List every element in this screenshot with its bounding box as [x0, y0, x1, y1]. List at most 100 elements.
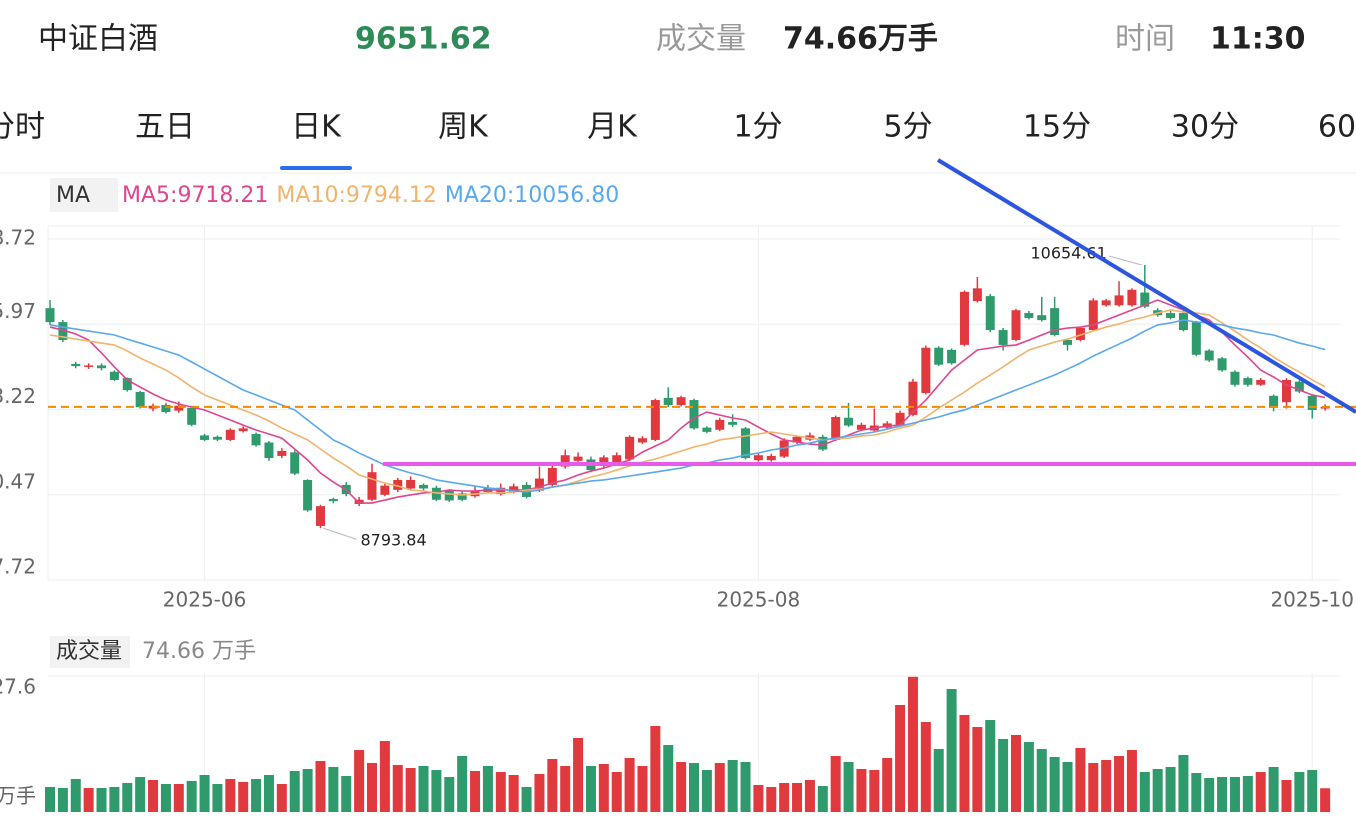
volume-label: 成交量 [656, 22, 746, 57]
candle-body [1114, 295, 1124, 306]
candle-body [212, 436, 222, 440]
candle-body [1127, 289, 1137, 306]
volume-bar [315, 761, 326, 812]
candle-body [315, 506, 325, 526]
ma-indicator: MA [56, 183, 90, 208]
volume-bar [45, 787, 55, 812]
candle-body [753, 455, 763, 461]
candle-body [895, 412, 905, 425]
candle-body [277, 450, 287, 456]
volume-bar [895, 705, 906, 812]
candle-body [947, 349, 957, 364]
period-tab[interactable]: 周K [438, 110, 489, 145]
volume-bar [1294, 771, 1305, 812]
candle-body [689, 400, 699, 429]
volume-bar [1023, 741, 1034, 812]
candle-body [71, 363, 81, 367]
volume-bar [573, 737, 584, 812]
high-leader [1108, 255, 1142, 266]
volume-bar [766, 787, 777, 812]
volume-bar [1088, 762, 1099, 812]
candle-body [419, 484, 429, 489]
index-name: 中证白酒 [38, 22, 158, 57]
volume-bar [57, 787, 68, 812]
volume-bar [701, 770, 712, 812]
candle-body [109, 371, 119, 380]
candle-body [509, 486, 519, 492]
volume-bar [560, 766, 571, 812]
candle-body [972, 288, 982, 302]
candle-body [612, 455, 622, 463]
volume-bar [289, 771, 300, 812]
ma-line [49, 309, 1326, 496]
volume-bar [1242, 775, 1253, 812]
volume-bar [1075, 748, 1086, 812]
volume-bar [457, 755, 468, 812]
candle-body [1230, 371, 1240, 385]
volume-bar [1281, 780, 1292, 812]
volume-bar [727, 759, 738, 812]
period-tab[interactable]: 分时 [0, 110, 45, 145]
candle-body [406, 479, 416, 489]
volume-bar [998, 739, 1009, 812]
volume-bar [972, 727, 983, 812]
candle-body [1281, 379, 1291, 403]
y-tick-label: 8427.72 [0, 555, 36, 579]
period-tab[interactable]: 日K [291, 110, 342, 145]
candle-body [766, 455, 776, 461]
period-tab[interactable]: 15分 [1023, 110, 1091, 145]
legend-entry: MA10:9794.12 [276, 183, 436, 208]
period-tab[interactable]: 五日 [135, 110, 195, 145]
period-tab[interactable]: 30分 [1171, 110, 1239, 145]
volume-bar [637, 766, 648, 812]
period-tab[interactable]: 1分 [733, 110, 782, 145]
candle-body [625, 436, 635, 460]
candle-body [663, 397, 673, 406]
volume-bar [985, 720, 996, 812]
candle-body [1204, 350, 1214, 361]
volume-bar [804, 780, 815, 812]
candle-body [1075, 327, 1085, 340]
volume-bar [225, 778, 236, 812]
candle-body [496, 487, 506, 495]
volume-bar [1139, 771, 1150, 812]
volume-bar [534, 773, 545, 812]
candle-body [1011, 310, 1021, 340]
candle-body [522, 484, 532, 497]
volume-bar [302, 768, 313, 812]
ma-box [50, 178, 118, 212]
legend-entry: MA20:10056.80 [445, 183, 619, 208]
period-tab[interactable]: 60 [1318, 110, 1356, 145]
candle-body [251, 433, 261, 446]
volume-bar [96, 787, 107, 812]
candle-body [187, 407, 197, 425]
volume-bar [263, 775, 274, 812]
candle-body [908, 381, 918, 415]
candle-body [534, 478, 544, 491]
volume-bar [714, 762, 725, 812]
candle-body [122, 378, 132, 391]
candle-body [1050, 308, 1060, 335]
volume-bar [689, 762, 699, 812]
candle-body [45, 308, 55, 323]
volume-bar [1307, 770, 1318, 812]
volume-bar [1217, 777, 1228, 812]
volume-bar [1114, 755, 1125, 812]
candle-body [1088, 300, 1098, 331]
candle-body [328, 499, 338, 502]
volume-bar [676, 762, 687, 812]
volume-bar [1229, 777, 1240, 812]
period-tab[interactable]: 月K [587, 110, 638, 145]
volume-bar [1255, 771, 1266, 812]
volume-bar [160, 784, 171, 812]
candle-body [1037, 315, 1047, 321]
candle-body [225, 429, 235, 440]
candle-body [380, 485, 390, 495]
candle-body [161, 405, 171, 413]
candle-body [792, 436, 802, 443]
candle-body [702, 427, 712, 432]
period-tab[interactable]: 5分 [883, 110, 932, 145]
ma-line [49, 299, 1326, 504]
